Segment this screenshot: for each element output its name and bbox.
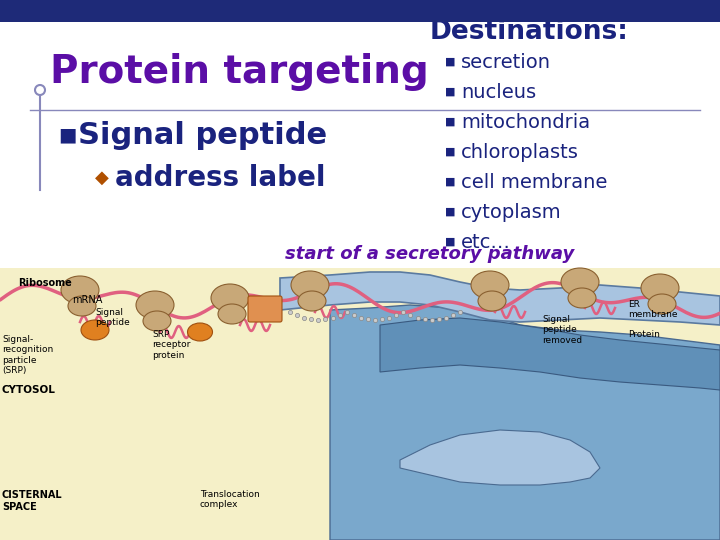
FancyBboxPatch shape [248,296,282,322]
Text: mitochondria: mitochondria [461,112,590,132]
Text: secretion: secretion [461,52,551,71]
Text: Signal
peptide: Signal peptide [95,308,130,327]
Ellipse shape [641,274,679,302]
Text: Destinations:: Destinations: [430,19,629,45]
Text: ■: ■ [445,57,456,67]
Text: Ribosome: Ribosome [18,278,72,288]
Polygon shape [280,272,720,325]
Ellipse shape [187,323,212,341]
Text: SRP
receptor
protein: SRP receptor protein [152,330,190,360]
Circle shape [35,85,45,95]
Text: nucleus: nucleus [461,83,536,102]
Text: ■: ■ [445,117,456,127]
Ellipse shape [648,294,676,314]
Ellipse shape [81,320,109,340]
Ellipse shape [561,268,599,296]
Ellipse shape [478,291,506,311]
Text: ◆: ◆ [95,169,109,187]
Ellipse shape [471,271,509,299]
Ellipse shape [211,284,249,312]
Polygon shape [400,430,600,485]
Polygon shape [330,305,720,540]
Text: ■: ■ [445,207,456,217]
Ellipse shape [218,304,246,324]
Ellipse shape [61,276,99,304]
Text: Protein: Protein [628,330,660,339]
Text: cell membrane: cell membrane [461,172,608,192]
Text: Protein targeting: Protein targeting [50,53,428,91]
Text: Signal-
recognition
particle
(SRP): Signal- recognition particle (SRP) [2,335,53,375]
Text: CYTOSOL: CYTOSOL [2,385,56,395]
Ellipse shape [68,296,96,316]
Ellipse shape [291,271,329,299]
Ellipse shape [298,291,326,311]
Ellipse shape [568,288,596,308]
Text: ■: ■ [58,125,76,145]
Text: Signal
peptide
removed: Signal peptide removed [542,315,582,345]
Bar [0,0,720,22]
Text: etc…: etc… [461,233,511,252]
Bar [0,268,720,540]
Text: address label: address label [115,164,325,192]
Text: ■: ■ [445,87,456,97]
Text: start of a secretory pathway: start of a secretory pathway [285,245,575,263]
Text: ■: ■ [445,147,456,157]
Text: ER
membrane: ER membrane [628,300,678,319]
Text: chloroplasts: chloroplasts [461,143,579,161]
Text: Signal peptide: Signal peptide [78,120,327,150]
Text: mRNA: mRNA [72,295,102,305]
Text: CISTERNAL
SPACE: CISTERNAL SPACE [2,490,63,511]
Ellipse shape [136,291,174,319]
Ellipse shape [143,311,171,331]
Text: Translocation
complex: Translocation complex [200,490,260,509]
Text: ■: ■ [445,237,456,247]
Text: ■: ■ [445,177,456,187]
Text: cytoplasm: cytoplasm [461,202,562,221]
Polygon shape [380,318,720,390]
